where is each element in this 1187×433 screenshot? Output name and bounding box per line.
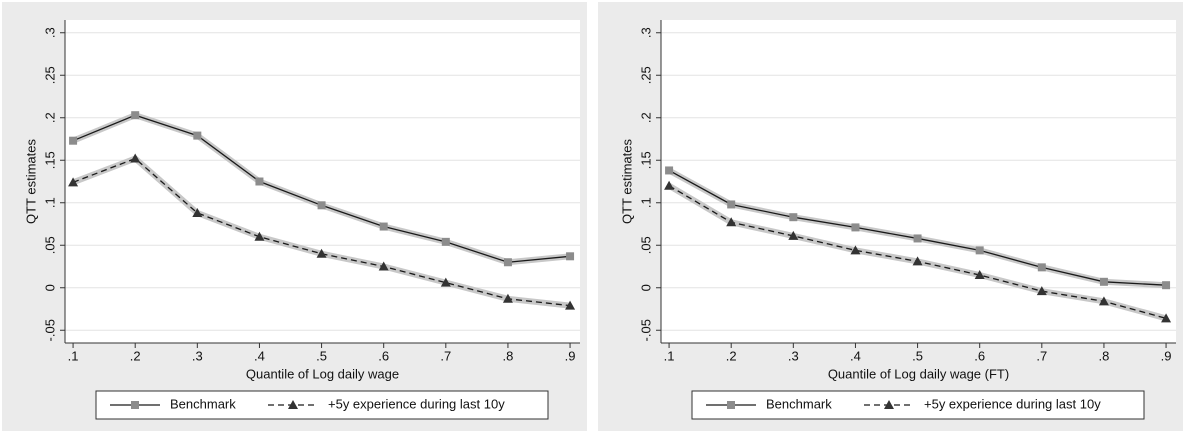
- y-tick-label: .15: [638, 151, 653, 169]
- x-tick-label: .8: [503, 348, 514, 363]
- marker: [193, 131, 202, 140]
- legend-label: Benchmark: [766, 396, 832, 411]
- y-tick-label: .05: [42, 236, 57, 254]
- marker: [1037, 263, 1046, 272]
- marker: [378, 261, 389, 271]
- x-tick-label: .5: [912, 348, 923, 363]
- marker: [788, 230, 799, 240]
- y-tick-label: .2: [638, 112, 653, 123]
- marker: [192, 207, 203, 217]
- marker: [665, 166, 674, 175]
- marker: [1161, 313, 1172, 323]
- legend-label: +5y experience during last 10y: [924, 396, 1101, 411]
- legend-box: [691, 390, 1145, 420]
- marker: [131, 111, 140, 120]
- x-tick-label: .3: [192, 348, 203, 363]
- marker: [441, 237, 450, 246]
- legend-label: Benchmark: [170, 396, 236, 411]
- x-axis-title: Quantile of Log daily wage: [246, 366, 399, 381]
- marker: [1098, 296, 1109, 306]
- y-tick-label: .1: [638, 197, 653, 208]
- y-tick-label: .1: [42, 197, 57, 208]
- y-tick-label: -.05: [638, 319, 653, 341]
- y-tick-label: 0: [42, 284, 57, 291]
- marker: [974, 270, 985, 279]
- marker: [851, 223, 860, 232]
- marker: [1036, 286, 1047, 296]
- y-axis-title: QTT estimates: [619, 139, 634, 225]
- x-tick-label: .5: [316, 348, 327, 363]
- marker: [664, 180, 675, 190]
- y-axis-title: QTT estimates: [23, 139, 38, 225]
- marker: [789, 213, 798, 222]
- x-tick-label: .9: [1161, 348, 1172, 363]
- legend-label: +5y experience during last 10y: [328, 396, 505, 411]
- plot-area: [661, 20, 1176, 343]
- marker: [912, 256, 923, 266]
- marker: [975, 246, 984, 255]
- y-tick-label: .25: [42, 66, 57, 84]
- marker: [1162, 281, 1171, 290]
- y-tick-label: .2: [42, 112, 57, 123]
- x-tick-label: .4: [254, 348, 265, 363]
- x-tick-label: .7: [1036, 348, 1047, 363]
- marker: [254, 231, 265, 241]
- y-tick-label: .15: [42, 151, 57, 169]
- y-tick-label: -.05: [42, 319, 57, 341]
- x-tick-label: .4: [850, 348, 861, 363]
- y-tick-label: 0: [638, 284, 653, 291]
- x-tick-label: .3: [788, 348, 799, 363]
- y-tick-label: .3: [638, 27, 653, 38]
- x-tick-label: .9: [565, 348, 576, 363]
- marker: [726, 217, 737, 227]
- marker: [1099, 277, 1108, 286]
- x-tick-label: .2: [726, 348, 737, 363]
- marker: [130, 153, 141, 163]
- x-tick-label: .6: [974, 348, 985, 363]
- legend-box: [95, 390, 549, 420]
- x-tick-label: .1: [664, 348, 675, 363]
- y-tick-label: .25: [638, 66, 653, 84]
- x-tick-label: .1: [68, 348, 79, 363]
- marker: [884, 400, 894, 409]
- marker: [727, 200, 736, 209]
- y-tick-label: .3: [42, 27, 57, 38]
- marker: [727, 401, 735, 409]
- marker: [255, 177, 264, 186]
- marker: [69, 136, 78, 145]
- marker: [316, 248, 327, 258]
- marker: [565, 300, 576, 310]
- marker: [288, 400, 298, 409]
- marker: [379, 222, 388, 231]
- marker: [131, 401, 139, 409]
- x-tick-label: .2: [130, 348, 141, 363]
- plot-area: [65, 20, 580, 343]
- marker: [850, 245, 861, 255]
- x-tick-label: .7: [440, 348, 451, 363]
- marker: [440, 277, 451, 287]
- y-tick-label: .05: [638, 236, 653, 254]
- x-tick-label: .8: [1099, 348, 1110, 363]
- marker: [502, 293, 513, 303]
- x-axis-title: Quantile of Log daily wage (FT): [828, 366, 1009, 381]
- x-tick-label: .6: [378, 348, 389, 363]
- marker: [913, 234, 922, 243]
- marker: [503, 258, 512, 267]
- marker: [566, 252, 575, 261]
- marker: [317, 201, 326, 210]
- marker: [68, 177, 79, 187]
